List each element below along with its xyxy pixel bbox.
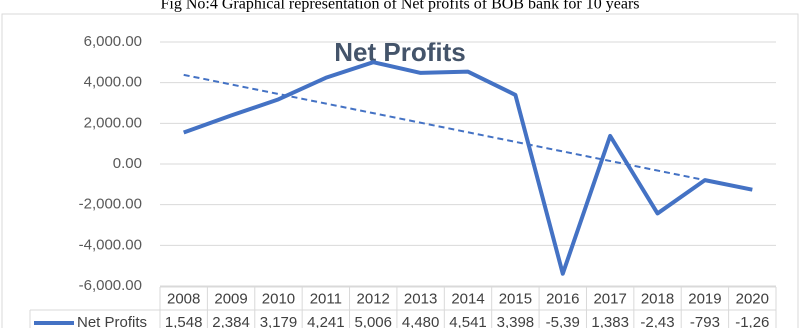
x-tick-label: 2011 — [310, 290, 342, 307]
x-tick-label: 2020 — [736, 290, 769, 307]
x-tick-label: 2009 — [214, 290, 247, 307]
x-tick-label: 2012 — [357, 290, 390, 307]
data-label: -793 — [690, 314, 720, 328]
data-label: -2,43 — [640, 314, 674, 328]
x-tick-label: 2013 — [404, 290, 437, 307]
data-label: 3,179 — [260, 314, 298, 328]
data-label: 5,006 — [354, 314, 392, 328]
data-label: 2,384 — [212, 314, 250, 328]
y-tick-label: 2,000.00 — [84, 114, 142, 131]
x-tick-label: 2016 — [546, 290, 579, 307]
y-tick-label: -4,000.00 — [79, 236, 142, 253]
data-label: 4,541 — [449, 314, 487, 328]
y-tick-label: -6,000.00 — [79, 277, 142, 294]
x-tick-label: 2018 — [641, 290, 674, 307]
data-label: 3,398 — [497, 314, 535, 328]
x-tick-label: 2014 — [451, 290, 484, 307]
legend-label: Net Profits — [77, 314, 147, 328]
y-tick-label: 6,000.00 — [84, 33, 142, 50]
chart-title: Net Profits — [334, 37, 465, 67]
figure-caption: Fig No:4 Graphical representation of Net… — [161, 0, 640, 13]
x-tick-label: 2019 — [688, 290, 721, 307]
x-tick-label: 2010 — [262, 290, 295, 307]
x-tick-label: 2017 — [593, 290, 626, 307]
data-label: 4,241 — [307, 314, 345, 328]
data-label: 4,480 — [402, 314, 440, 328]
data-label: -5,39 — [546, 314, 580, 328]
data-label: 1,383 — [591, 314, 629, 328]
data-line — [183, 60, 753, 276]
y-tick-label: -2,000.00 — [79, 196, 142, 213]
y-tick-label: 4,000.00 — [84, 74, 142, 91]
x-tick-label: 2015 — [499, 290, 532, 307]
data-label: -1,26 — [735, 314, 769, 328]
data-label: 1,548 — [165, 314, 203, 328]
y-tick-label: 0.00 — [113, 155, 142, 172]
x-tick-label: 2008 — [167, 290, 200, 307]
trend-line — [183, 73, 753, 191]
